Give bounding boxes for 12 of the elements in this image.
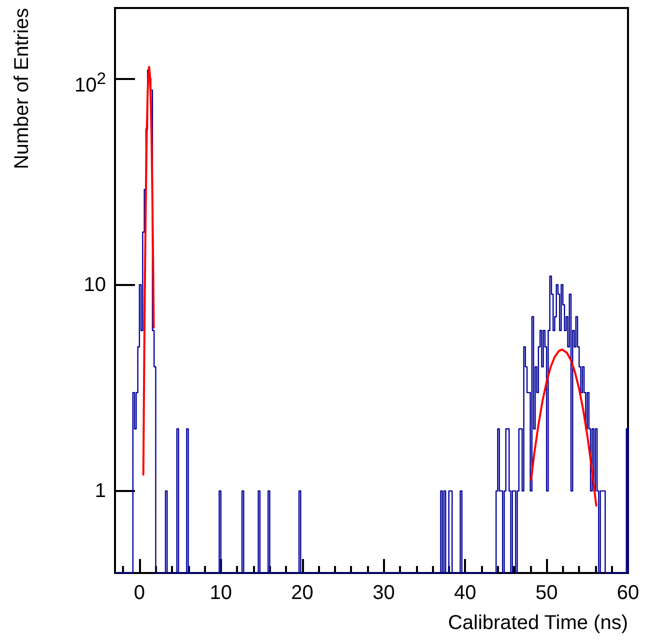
y-tick-label: 1 <box>94 478 106 503</box>
x-tick-label: 50 <box>535 582 558 604</box>
x-axis-title: Calibrated Time (ns) <box>448 612 628 634</box>
x-tick-label: 30 <box>372 582 395 604</box>
x-tick-label: 60 <box>616 582 640 604</box>
x-tick-label: 0 <box>134 582 145 604</box>
x-tick-label: 10 <box>210 582 232 604</box>
x-tick-label: 40 <box>454 582 476 604</box>
y-tick-label: 10$^{2}$ <box>74 68 106 96</box>
y-axis-title: Number of Entries <box>11 8 33 170</box>
y-tick-label: 10 <box>84 272 106 297</box>
x-tick-label: 20 <box>291 582 314 604</box>
